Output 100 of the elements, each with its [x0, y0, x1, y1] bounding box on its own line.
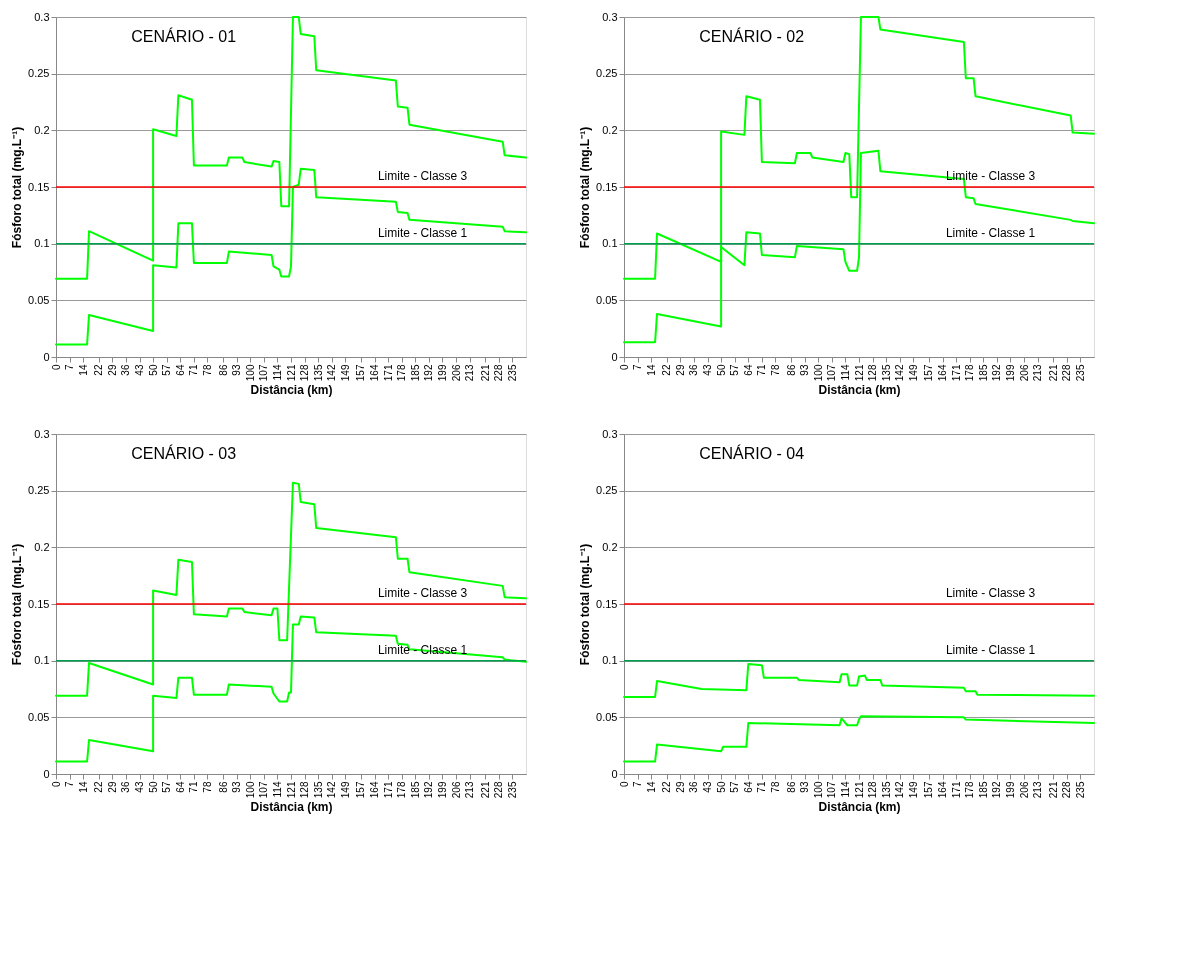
x-tick-label: 192 — [423, 364, 435, 382]
x-tick-label: 142 — [326, 364, 338, 382]
y-tick-label: 0.1 — [602, 237, 618, 250]
x-tick-label: 14 — [77, 781, 89, 793]
x-tick-label: 206 — [1018, 364, 1030, 382]
ref-line-label: Limite - Classe 3 — [377, 586, 468, 600]
y-tick-label: 0.05 — [596, 710, 618, 723]
x-tick-label: 185 — [409, 364, 421, 382]
x-tick-label: 0 — [618, 781, 630, 788]
y-tick-label: 0.3 — [602, 10, 618, 23]
x-tick-label: 93 — [799, 781, 811, 793]
x-tick-label: 29 — [674, 781, 686, 793]
x-tick-label: 36 — [688, 364, 700, 376]
x-tick-label: 86 — [217, 364, 229, 376]
x-tick-label: 185 — [977, 364, 989, 382]
x-tick-label: 114 — [271, 364, 283, 381]
x-tick-label: 199 — [436, 781, 448, 799]
y-tick-label: 0.05 — [28, 710, 50, 723]
y-axis-title: Fósforo total (mg.L⁻¹) — [578, 126, 593, 249]
x-axis-title: Distância (km) — [250, 800, 333, 815]
text: CENÁRIO - 02 — [699, 27, 805, 46]
ref-line-label: Limite - Classe 1 — [945, 225, 1036, 240]
x-tick-label: 206 — [1018, 781, 1030, 799]
x-tick-label: 128 — [299, 781, 311, 799]
x-tick-label: 114 — [839, 781, 851, 798]
x-tick-label: 107 — [826, 364, 838, 382]
x-tick-label: 142 — [894, 364, 906, 382]
x-tick-label: 71 — [188, 364, 200, 376]
x-tick-label: 221 — [1047, 364, 1059, 382]
x-tick-label: 121 — [853, 781, 865, 799]
x-tick-label: 228 — [493, 364, 505, 382]
ref-line-label: Limite - Classe 1 — [945, 642, 1036, 657]
x-tick-label: 171 — [382, 781, 394, 799]
x-tick-label: 157 — [355, 781, 367, 799]
x-tick-label: 71 — [188, 781, 200, 793]
x-tick-label: 7 — [64, 781, 76, 788]
x-tick-label: 78 — [769, 781, 781, 793]
y-tick-label: 0.2 — [34, 123, 50, 136]
x-tick-label: 206 — [450, 364, 462, 382]
x-tick-label: 142 — [894, 781, 906, 799]
x-tick-label: 149 — [339, 781, 351, 799]
y-tick-label: 0.2 — [602, 540, 618, 553]
y-tick-label: 0.15 — [28, 180, 50, 193]
x-tick-label: 185 — [977, 781, 989, 799]
x-tick-label: 157 — [923, 364, 935, 382]
text: CENÁRIO - 01 — [131, 27, 237, 46]
x-tick-label: 235 — [1074, 781, 1086, 799]
x-tick-label: 14 — [645, 364, 657, 376]
y-tick-label: 0.25 — [28, 67, 50, 80]
x-tick-label: 57 — [729, 781, 741, 793]
x-tick-label: 192 — [991, 781, 1003, 799]
y-tick-label: 0.25 — [28, 484, 50, 497]
x-tick-label: 213 — [1032, 781, 1044, 799]
x-tick-label: 213 — [464, 364, 476, 382]
x-tick-label: 86 — [217, 781, 229, 793]
y-tick-label: 0.1 — [602, 654, 618, 667]
x-tick-label: 157 — [355, 364, 367, 382]
x-tick-label: 22 — [661, 781, 673, 793]
x-tick-label: 50 — [147, 364, 159, 376]
x-tick-label: 149 — [339, 364, 351, 382]
x-tick-label: 107 — [258, 781, 270, 799]
x-tick-label: 164 — [369, 364, 381, 382]
x-tick-label: 86 — [785, 364, 797, 376]
y-tick-label: 0.3 — [34, 10, 50, 23]
x-axis-title: Distância (km) — [818, 800, 901, 815]
text: CENÁRIO - 03 — [131, 444, 237, 463]
x-axis-title: Distância (km) — [250, 383, 333, 398]
x-tick-label: 22 — [661, 364, 673, 376]
y-tick-label: 0 — [611, 767, 618, 780]
x-tick-label: 164 — [937, 781, 949, 799]
x-tick-label: 71 — [756, 364, 768, 376]
x-tick-label: 64 — [174, 364, 186, 376]
x-tick-label: 78 — [201, 781, 213, 793]
x-tick-label: 43 — [134, 364, 146, 376]
x-tick-label: 199 — [1004, 781, 1016, 799]
x-tick-label: 14 — [77, 364, 89, 376]
x-tick-label: 64 — [742, 364, 754, 376]
x-tick-label: 100 — [812, 781, 824, 799]
x-tick-label: 199 — [1004, 364, 1016, 382]
x-tick-label: 235 — [1074, 364, 1086, 382]
line-series — [623, 663, 1095, 698]
x-tick-label: 86 — [785, 781, 797, 793]
x-tick-label: 14 — [645, 781, 657, 793]
x-tick-label: 100 — [244, 781, 256, 799]
x-tick-label: 171 — [950, 781, 962, 799]
ref-line-label: Limite - Classe 1 — [377, 225, 468, 240]
x-tick-label: 157 — [923, 781, 935, 799]
y-tick-label: 0.3 — [602, 427, 618, 440]
x-tick-label: 228 — [1061, 781, 1073, 799]
x-tick-label: 50 — [715, 781, 727, 793]
x-tick-label: 178 — [964, 781, 976, 799]
x-tick-label: 171 — [382, 364, 394, 382]
x-tick-label: 221 — [479, 364, 491, 382]
x-tick-label: 78 — [201, 364, 213, 376]
x-tick-label: 178 — [396, 364, 408, 382]
x-tick-label: 36 — [120, 364, 132, 376]
x-tick-label: 57 — [729, 364, 741, 376]
x-tick-label: 71 — [756, 781, 768, 793]
x-tick-label: 135 — [312, 781, 324, 799]
x-tick-label: 213 — [1032, 364, 1044, 382]
